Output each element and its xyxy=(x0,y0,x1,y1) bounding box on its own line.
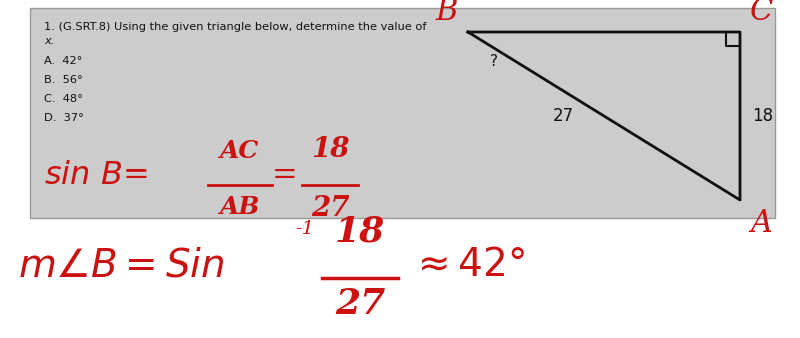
Text: -1: -1 xyxy=(295,220,314,238)
Text: C.  48°: C. 48° xyxy=(44,94,83,104)
Text: 18: 18 xyxy=(752,107,773,125)
Text: D.  37°: D. 37° xyxy=(44,113,84,123)
Text: A.  42°: A. 42° xyxy=(44,56,82,66)
Text: 27: 27 xyxy=(553,107,574,125)
Text: AC: AC xyxy=(220,139,260,163)
Text: $m\angle B = Sin$: $m\angle B = Sin$ xyxy=(18,247,225,285)
Text: B: B xyxy=(436,0,458,27)
Text: AB: AB xyxy=(220,195,260,219)
Text: ?: ? xyxy=(490,54,498,69)
Text: 27: 27 xyxy=(310,195,350,222)
Text: =: = xyxy=(272,160,298,191)
Text: A: A xyxy=(750,208,772,239)
Text: 27: 27 xyxy=(335,287,385,321)
Text: 18: 18 xyxy=(310,136,350,163)
Bar xyxy=(30,8,775,218)
Text: $\approx 42°$: $\approx 42°$ xyxy=(410,247,525,285)
Text: x.: x. xyxy=(44,36,54,46)
Text: B.  56°: B. 56° xyxy=(44,75,82,85)
Text: C: C xyxy=(750,0,774,27)
Text: 1. (G.SRT.8) Using the given triangle below, determine the value of: 1. (G.SRT.8) Using the given triangle be… xyxy=(44,22,426,32)
Text: 18: 18 xyxy=(335,214,385,248)
Text: $\it{sin\ B}$=: $\it{sin\ B}$= xyxy=(44,160,147,191)
